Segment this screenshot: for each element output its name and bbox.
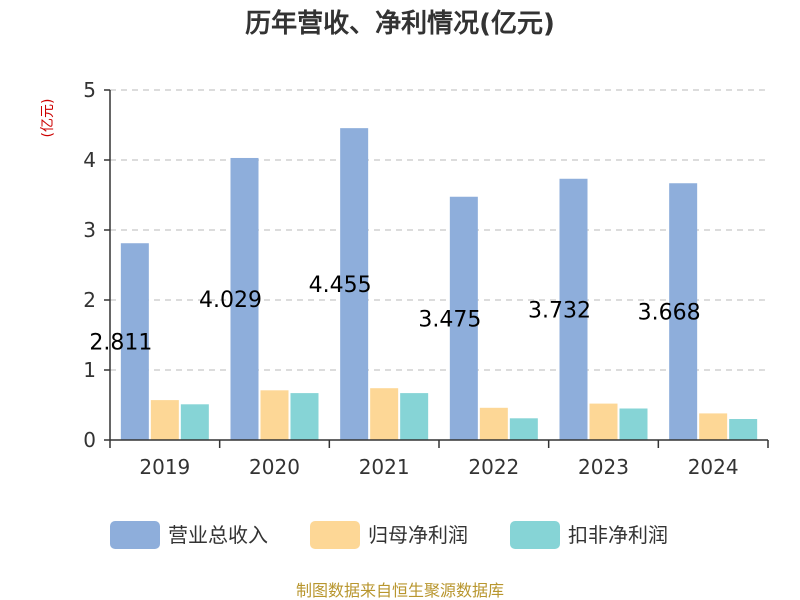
bar-net-profit bbox=[150, 400, 179, 440]
x-tick-label: 2019 bbox=[139, 455, 190, 479]
y-axis-unit-label: (亿元) bbox=[40, 99, 56, 138]
data-label-revenue: 4.455 bbox=[309, 273, 372, 298]
bar-deducted-profit bbox=[619, 408, 648, 440]
legend-swatch bbox=[110, 521, 160, 549]
bar-net-profit bbox=[699, 413, 728, 440]
y-tick-label: 3 bbox=[83, 218, 96, 242]
y-tick-label: 0 bbox=[83, 428, 96, 452]
source-note: 制图数据来自恒生聚源数据库 bbox=[296, 581, 504, 600]
x-tick-label: 2021 bbox=[359, 455, 410, 479]
chart-title: 历年营收、净利情况(亿元) bbox=[245, 8, 555, 39]
bar-revenue bbox=[449, 196, 478, 440]
data-labels: 2.811 4.029 4.455 3.475 3.732 3.668 bbox=[89, 273, 700, 356]
bar-net-profit bbox=[370, 388, 399, 440]
x-tick-label: 2020 bbox=[249, 455, 300, 479]
y-tick-label: 4 bbox=[83, 148, 96, 172]
legend-label: 扣非净利润 bbox=[568, 523, 668, 547]
legend-label: 营业总收入 bbox=[168, 523, 268, 547]
bar-deducted-profit bbox=[729, 419, 758, 440]
bar-net-profit bbox=[589, 403, 618, 440]
data-label-revenue: 3.732 bbox=[528, 298, 591, 323]
data-label-revenue: 3.475 bbox=[418, 307, 481, 332]
bar-revenue bbox=[230, 157, 259, 440]
bar-deducted-profit bbox=[180, 404, 209, 440]
x-tick-label: 2024 bbox=[688, 455, 739, 479]
bar-net-profit bbox=[479, 407, 508, 440]
legend: 营业总收入 归母净利润 扣非净利润 bbox=[110, 521, 668, 549]
data-label-revenue: 4.029 bbox=[199, 288, 262, 313]
x-tick-label: 2023 bbox=[578, 455, 629, 479]
bar-deducted-profit bbox=[400, 393, 429, 440]
bar-revenue bbox=[340, 128, 369, 440]
legend-label: 归母净利润 bbox=[368, 523, 468, 547]
bar-revenue bbox=[669, 183, 698, 441]
bar-revenue bbox=[120, 243, 149, 440]
y-tick-label: 2 bbox=[83, 288, 96, 312]
axes: 0 1 2 3 4 5 2019 2020 2021 2022 2023 2024 bbox=[83, 78, 769, 479]
x-tick-label: 2022 bbox=[468, 455, 519, 479]
legend-swatch bbox=[510, 521, 560, 549]
data-label-revenue: 3.668 bbox=[638, 301, 701, 326]
bar-deducted-profit bbox=[509, 418, 538, 440]
legend-swatch bbox=[310, 521, 360, 549]
bar-deducted-profit bbox=[290, 393, 319, 440]
y-tick-label: 5 bbox=[83, 78, 96, 102]
bar-net-profit bbox=[260, 390, 289, 440]
data-label-revenue: 2.811 bbox=[89, 331, 152, 356]
bars bbox=[120, 128, 758, 441]
y-tick-label: 1 bbox=[83, 358, 96, 382]
bar-revenue bbox=[559, 178, 588, 440]
